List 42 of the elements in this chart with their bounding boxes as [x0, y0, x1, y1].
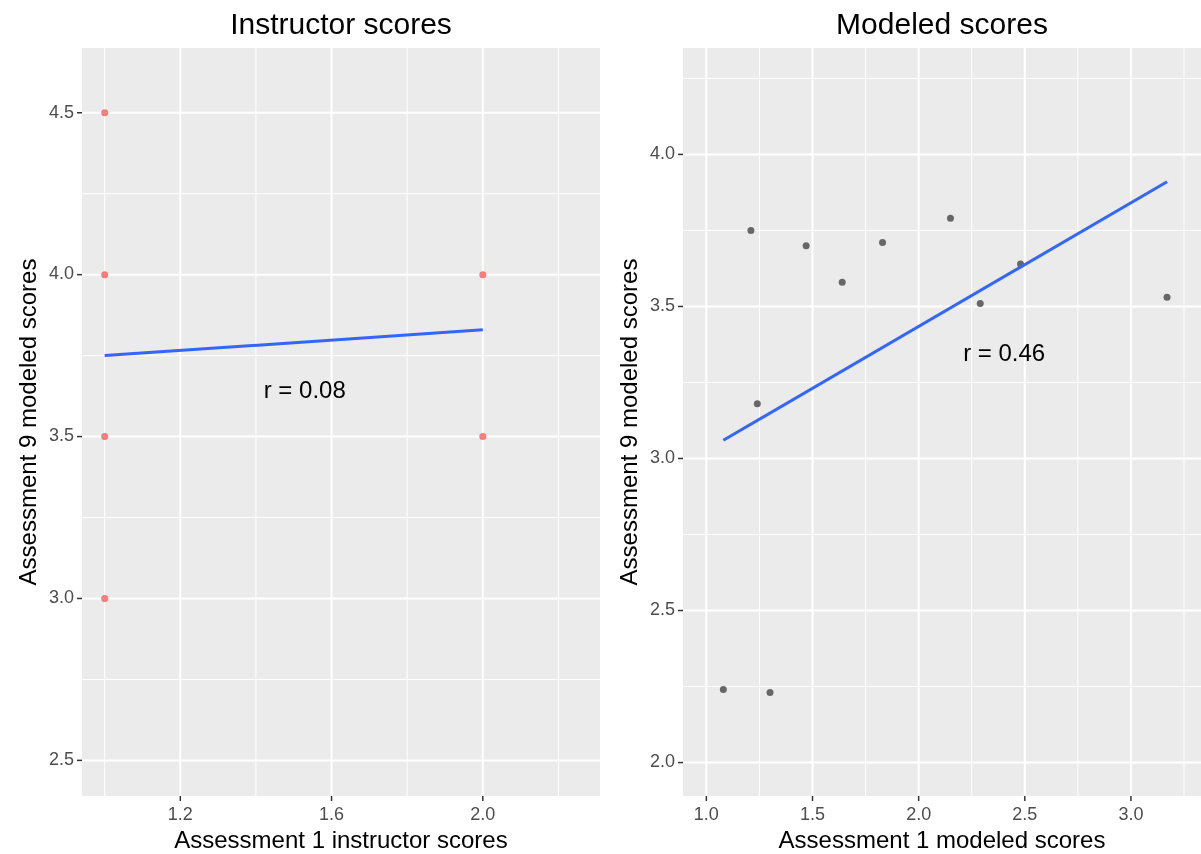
annotation: r = 0.08: [263, 376, 346, 404]
x-axis-title: Assessment 1 instructor scores: [174, 826, 508, 853]
chart-title: Modeled scores: [836, 7, 1048, 40]
x-tick-label: 2.5: [1012, 804, 1038, 824]
x-tick-label: 2.0: [906, 804, 932, 824]
y-tick-label: 2.5: [48, 749, 74, 770]
chart-title: Instructor scores: [230, 7, 452, 40]
y-tick-label: 4.5: [48, 101, 74, 122]
y-axis-title: Assessment 9 modeled scores: [615, 258, 642, 586]
y-tick-label: 2.5: [649, 599, 675, 620]
point: [479, 271, 487, 279]
y-tick-label: 2.0: [649, 751, 675, 772]
point: [747, 226, 755, 234]
point: [879, 239, 887, 247]
x-axis-title: Assessment 1 modeled scores: [778, 826, 1106, 853]
y-tick-label: 3.5: [48, 425, 74, 446]
x-tick-label: 1.6: [319, 804, 345, 824]
x-tick-label: 1.0: [693, 804, 719, 824]
y-axis-title: Assessment 9 modeled scores: [14, 258, 41, 586]
point: [1163, 293, 1171, 301]
y-tick-label: 3.0: [48, 587, 74, 608]
y-tick-label: 4.0: [48, 263, 74, 284]
point: [802, 242, 810, 250]
x-tick-label: 1.2: [167, 804, 193, 824]
point: [946, 214, 954, 222]
point: [766, 689, 774, 697]
point: [101, 271, 109, 279]
point: [838, 278, 846, 286]
x-tick-label: 1.5: [799, 804, 826, 824]
point: [101, 109, 109, 117]
x-tick-label: 3.0: [1118, 804, 1144, 824]
y-tick-label: 3.0: [649, 447, 675, 468]
point: [101, 594, 109, 602]
point: [479, 433, 487, 441]
point: [976, 299, 984, 307]
point: [753, 400, 761, 408]
y-tick-label: 4.0: [649, 143, 675, 164]
point: [101, 433, 109, 441]
annotation: r = 0.46: [963, 339, 1046, 367]
y-tick-label: 3.5: [649, 295, 675, 316]
x-tick-label: 2.0: [470, 804, 496, 824]
point: [719, 686, 727, 694]
